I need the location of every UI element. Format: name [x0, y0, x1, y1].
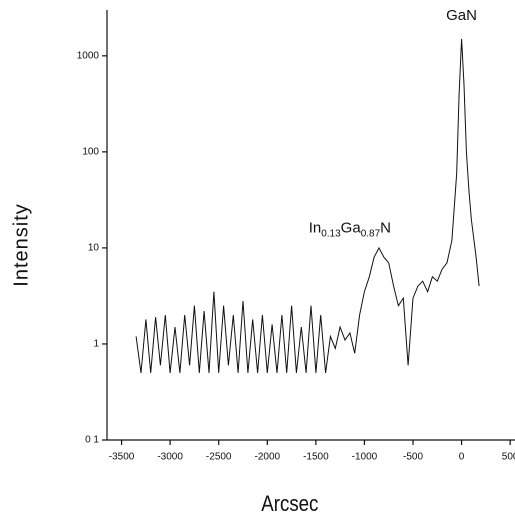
annotation: In0.13Ga0.87N [309, 219, 391, 239]
y-tick-label: 0 1 [85, 435, 99, 446]
x-tick-label: -2000 [254, 452, 280, 463]
annotation: GaN [446, 7, 477, 24]
y-tick-label: 10 [88, 243, 100, 254]
y-tick-label: 1000 [77, 50, 100, 61]
annotation-text: In [309, 219, 322, 236]
annotation-subscript: 0.13 [321, 228, 341, 239]
annotation-text: Ga [341, 219, 362, 236]
x-tick-label: -1500 [303, 452, 329, 463]
y-tick-label: 100 [82, 147, 99, 158]
annotation-subscript: 0.87 [361, 228, 381, 239]
x-tick-label: 0 [459, 452, 465, 463]
data-line [135, 38, 480, 373]
x-tick-label: -1000 [352, 452, 378, 463]
x-tick-label: -3500 [109, 452, 135, 463]
y-axis-label: Intensity [10, 203, 32, 286]
annotation-text: N [380, 219, 391, 236]
annotation-text: GaN [446, 7, 477, 24]
x-tick-label: -500 [403, 452, 423, 463]
x-axis-label: Arcsec [261, 492, 318, 516]
x-tick-label: -2500 [206, 452, 232, 463]
x-tick-label: -3000 [157, 452, 183, 463]
x-tick-label: 500 [502, 452, 515, 463]
y-tick-label: 1 [93, 339, 99, 350]
